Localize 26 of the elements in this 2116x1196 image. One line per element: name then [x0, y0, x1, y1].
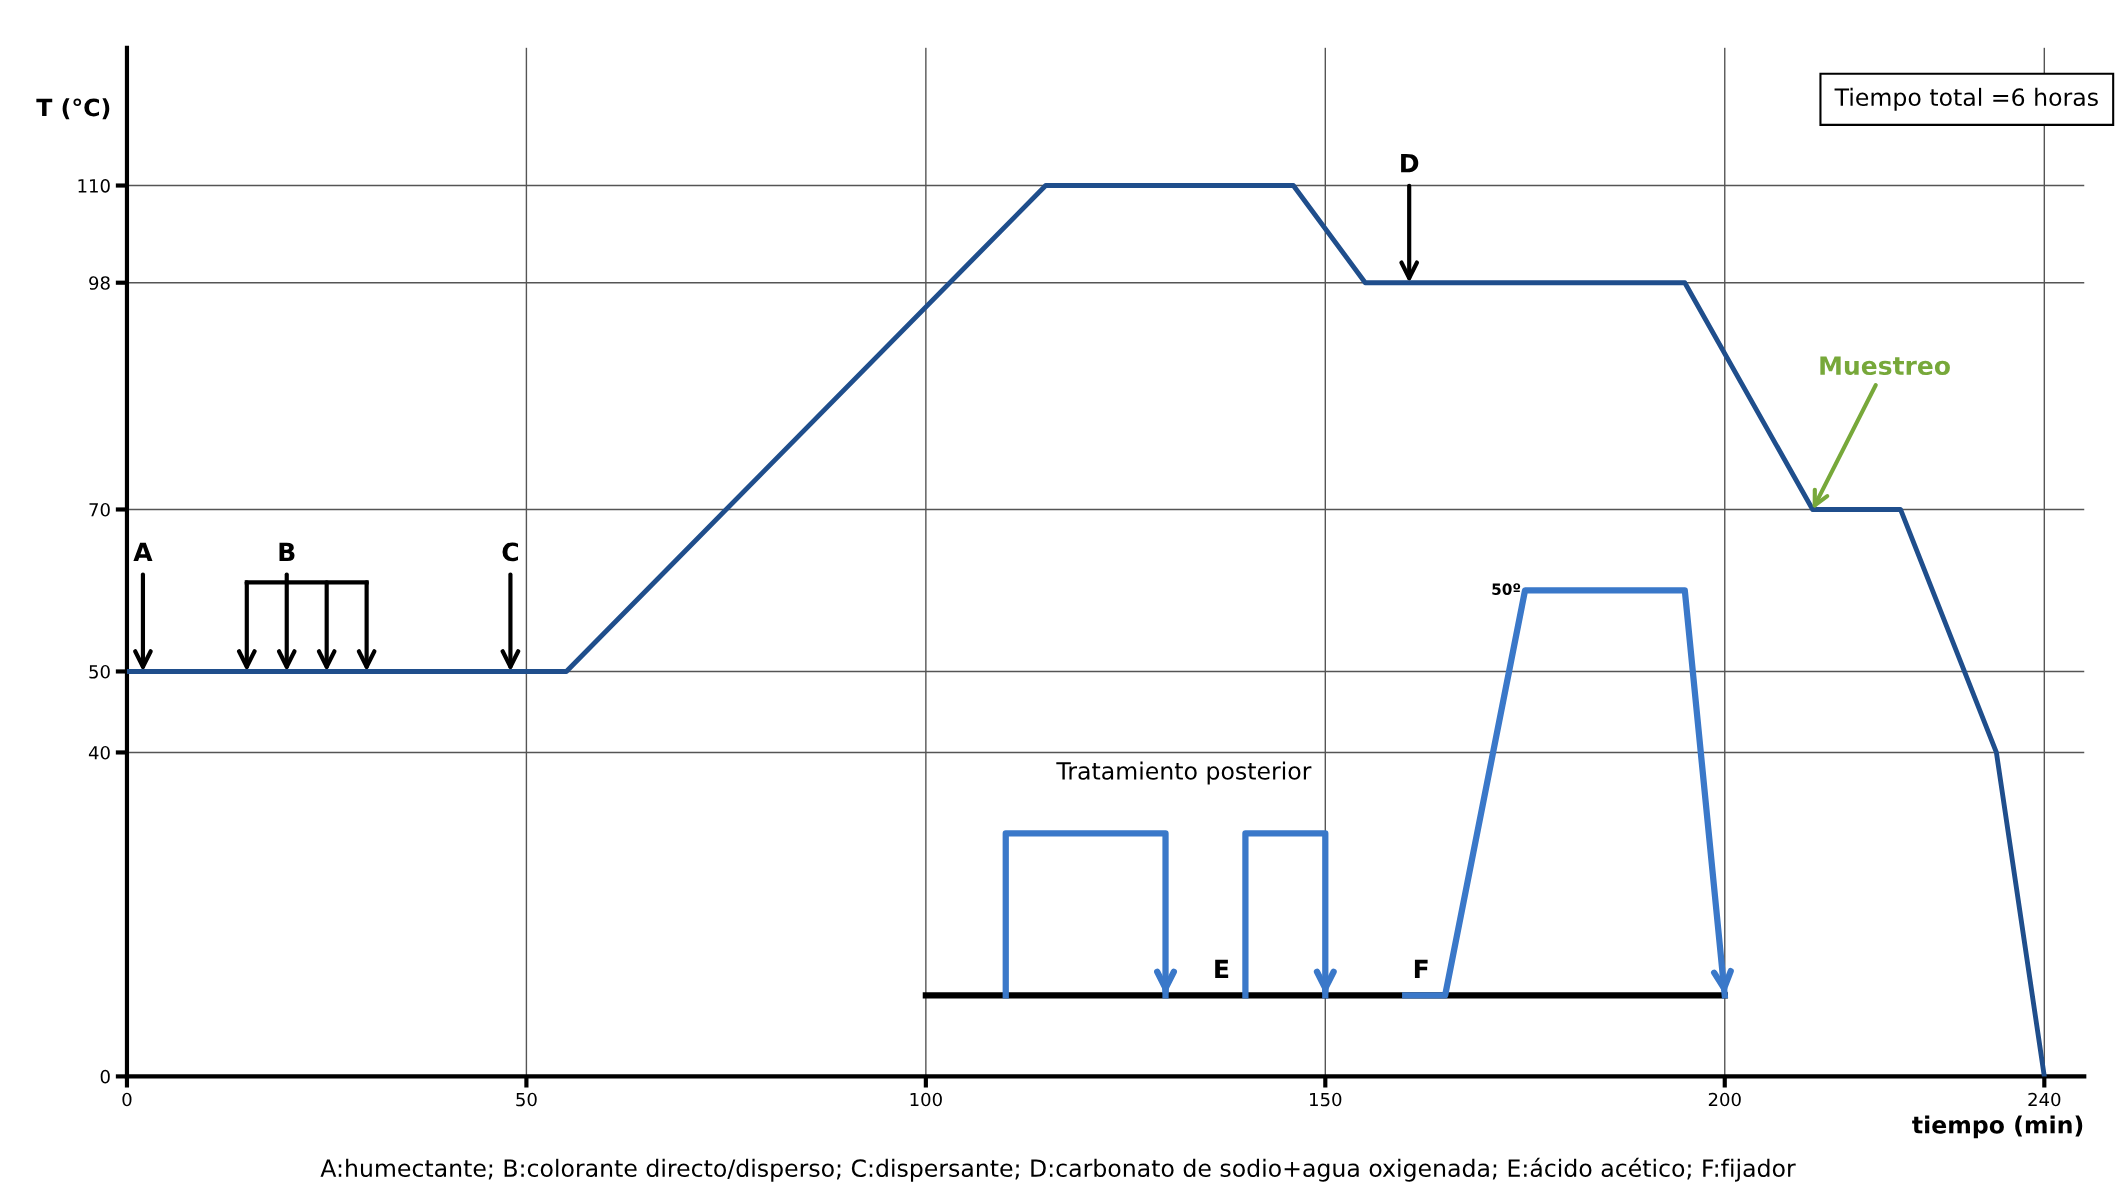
line-series [126, 183, 2047, 1077]
y-tick-label: 40 [88, 745, 110, 760]
y-tick-label: 110 [78, 178, 110, 193]
annotation: F [1414, 959, 1428, 979]
annotation: Tratamiento posterior [1056, 761, 1312, 785]
annotation: Tiempo total =6 horas [1834, 87, 2098, 111]
annotation: D [1401, 154, 1419, 173]
y-tick-label: 50 [89, 664, 110, 679]
y-tick-label: 0 [100, 1069, 110, 1084]
annotation: E [1215, 959, 1229, 979]
x-tick-label: 150 [1310, 1092, 1342, 1107]
x-tick-label: 200 [1708, 1092, 1741, 1107]
text: A:humectante; B:colorante directo/disperso; C:dispersante; D:carbonato de sodio+agua oxigenada; E:ácido acético; F:fijador [320, 1157, 1796, 1182]
x-axis-title: tiempo (min) [1912, 1115, 2083, 1139]
annotation: Muestreo [1820, 356, 1950, 376]
y-axis-title: T (°C) [36, 98, 110, 120]
x-tick-label: 0 [122, 1092, 132, 1107]
y-tick-label: 98 [89, 276, 110, 290]
annotation: A [133, 542, 153, 561]
x-tick-label: 240 [2028, 1092, 2061, 1107]
y-tick-label: 70 [89, 502, 110, 517]
annotation: 50º [1492, 583, 1521, 595]
annotation: B [279, 542, 295, 561]
x-tick-label: 100 [910, 1092, 942, 1107]
x-tick-label: 50 [516, 1092, 537, 1107]
annotation: C [502, 542, 519, 562]
